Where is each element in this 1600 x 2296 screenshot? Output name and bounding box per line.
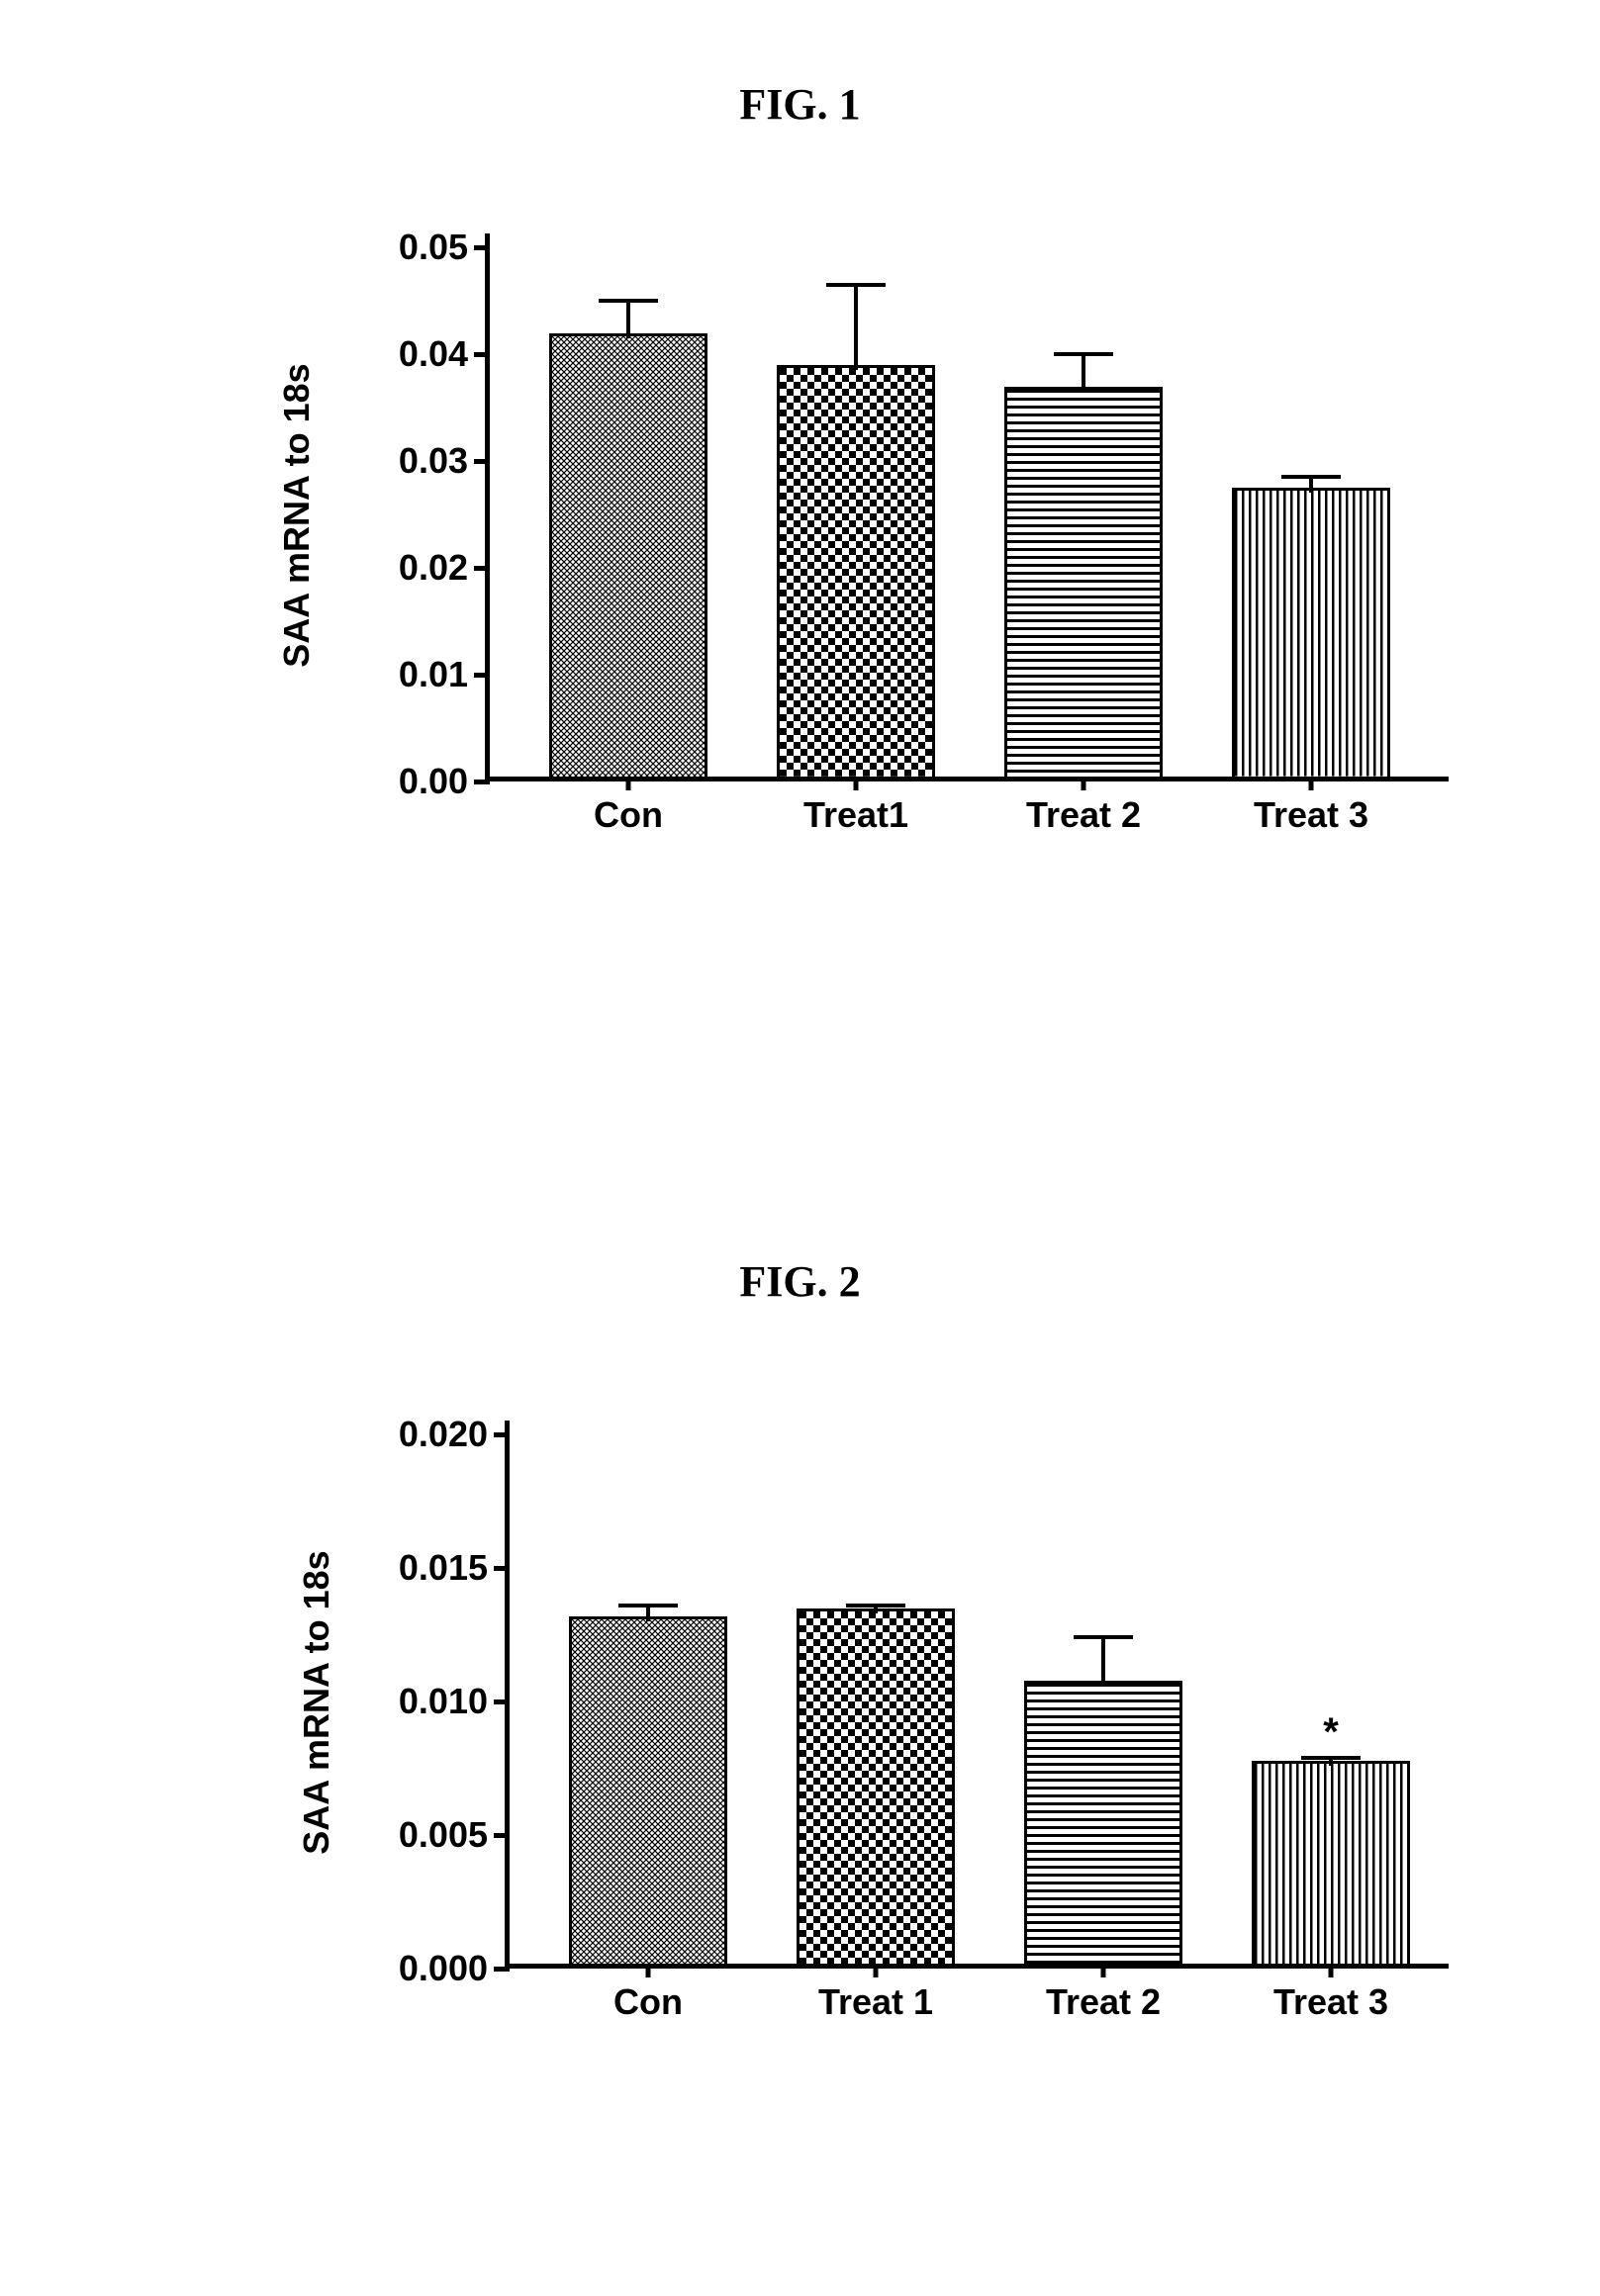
x-tick: [1329, 1964, 1334, 1977]
error-bar-cap: [846, 1604, 905, 1607]
y-tick-label: 0.05: [399, 227, 468, 268]
y-tick-label: 0.03: [399, 440, 468, 482]
y-tick: [474, 566, 490, 571]
error-bar: [1082, 354, 1085, 392]
x-tick-label: Treat 3: [1254, 794, 1368, 836]
error-bar-cap: [1074, 1635, 1133, 1639]
error-bar-cap: [826, 283, 886, 287]
error-bar: [626, 301, 630, 338]
x-tick-label: Treat 1: [818, 1981, 933, 2023]
error-bar-cap: [618, 1604, 678, 1607]
y-tick: [494, 1432, 510, 1437]
x-tick-label: Treat 2: [1046, 1981, 1161, 2023]
bar: [777, 365, 935, 777]
figure-1-plot-area: 0.000.010.020.030.040.05ConTreat1Treat 2…: [485, 247, 1435, 781]
y-tick-label: 0.010: [399, 1681, 488, 1722]
x-tick: [854, 777, 859, 790]
y-tick-label: 0.015: [399, 1547, 488, 1589]
bar: [1024, 1681, 1182, 1964]
error-bar: [1101, 1637, 1105, 1686]
x-tick-label: Con: [594, 794, 663, 836]
error-bar-cap: [1281, 475, 1341, 479]
x-tick: [1309, 777, 1314, 790]
error-bar-cap: [1054, 352, 1113, 356]
bar: [797, 1608, 955, 1964]
x-tick-label: Con: [613, 1981, 683, 2023]
y-tick: [474, 352, 490, 357]
y-tick-label: 0.020: [399, 1414, 488, 1455]
y-tick-label: 0.005: [399, 1814, 488, 1856]
axis-cap: [1435, 777, 1449, 781]
y-tick: [494, 1699, 510, 1704]
y-tick-label: 0.000: [399, 1948, 488, 1989]
x-tick-label: Treat1: [803, 794, 908, 836]
y-tick-label: 0.02: [399, 547, 468, 589]
error-bar-cap: [599, 299, 658, 303]
y-tick: [494, 1833, 510, 1838]
figure-1-ylabel: SAA mRNA to 18s: [276, 318, 318, 713]
y-tick: [474, 459, 490, 464]
error-bar: [854, 285, 858, 370]
figure-2-chart: SAA mRNA to 18s 0.0000.0050.0100.0150.02…: [277, 1415, 1474, 2048]
y-tick: [474, 245, 490, 250]
error-bar: [646, 1606, 650, 1621]
bar: [1004, 387, 1163, 777]
bar: [569, 1616, 727, 1964]
x-tick: [1101, 1964, 1106, 1977]
bar: [1252, 1761, 1410, 1964]
y-tick: [474, 780, 490, 784]
figure-2-title: FIG. 2: [0, 1256, 1600, 1307]
error-bar-cap: [1301, 1756, 1361, 1760]
y-tick: [494, 1566, 510, 1571]
y-tick-label: 0.00: [399, 761, 468, 802]
axis-cap: [1435, 1964, 1449, 1969]
x-tick: [626, 777, 631, 790]
y-tick-label: 0.01: [399, 654, 468, 695]
x-tick: [1082, 777, 1086, 790]
figure-2-ylabel: SAA mRNA to 18s: [296, 1505, 337, 1900]
y-tick: [474, 673, 490, 678]
y-tick-label: 0.04: [399, 333, 468, 375]
x-tick: [646, 1964, 651, 1977]
figure-1-title: FIG. 1: [0, 79, 1600, 130]
significance-marker: *: [1323, 1710, 1339, 1755]
bar: [549, 333, 707, 777]
error-bar: [1309, 477, 1313, 493]
x-tick-label: Treat 3: [1273, 1981, 1388, 2023]
bar: [1232, 488, 1390, 777]
y-tick: [494, 1967, 510, 1972]
x-tick: [874, 1964, 879, 1977]
figure-2-plot-area: 0.0000.0050.0100.0150.020ConTreat 1Treat…: [505, 1434, 1435, 1969]
x-tick-label: Treat 2: [1026, 794, 1141, 836]
figure-1-chart: SAA mRNA to 18s 0.000.010.020.030.040.05…: [277, 228, 1474, 861]
